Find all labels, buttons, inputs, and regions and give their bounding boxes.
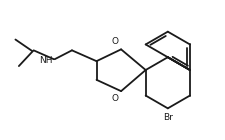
Text: O: O xyxy=(112,37,119,46)
Text: NH: NH xyxy=(39,56,53,65)
Text: Br: Br xyxy=(163,113,173,122)
Text: O: O xyxy=(112,94,119,103)
